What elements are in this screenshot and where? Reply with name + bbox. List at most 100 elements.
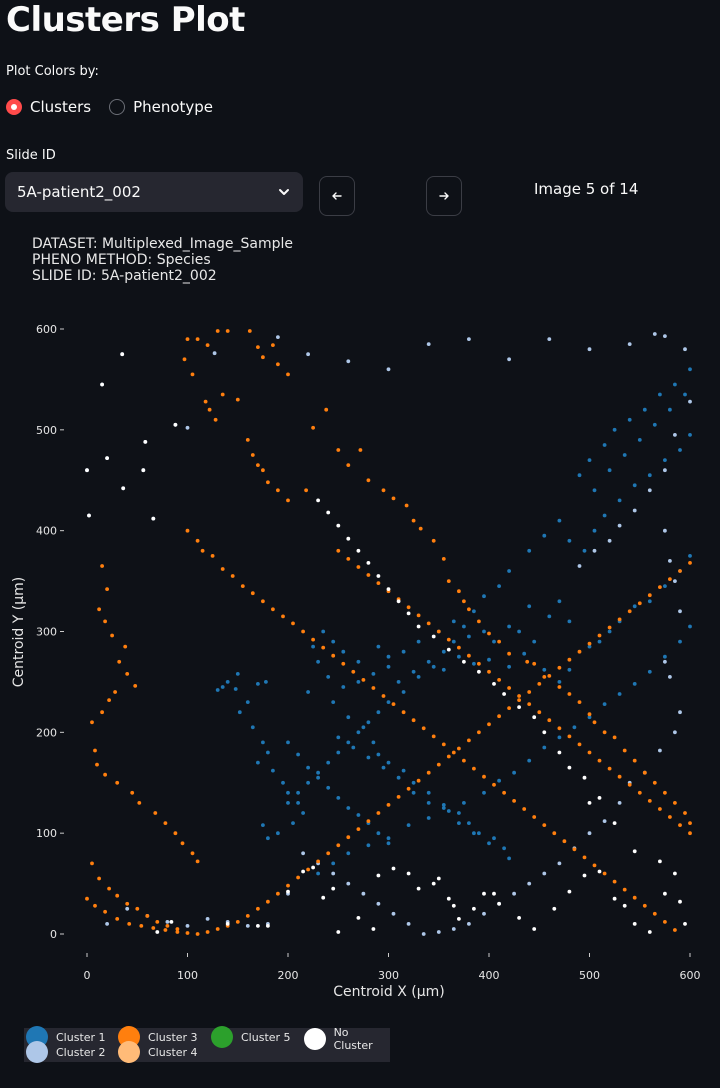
point-cluster-1 (361, 725, 366, 730)
point-cluster-3 (220, 567, 225, 571)
point-cluster-3 (306, 867, 310, 872)
point-cluster-2 (426, 342, 431, 346)
point-cluster-1 (264, 680, 268, 684)
point-cluster-3 (525, 659, 530, 664)
point-cluster-2 (592, 548, 597, 553)
legend-cluster-4[interactable]: Cluster 4 (118, 1041, 198, 1063)
point-cluster-3 (688, 561, 692, 565)
point-cluster-3 (517, 694, 521, 698)
point-cluster-3 (567, 692, 572, 696)
point-no-cluster (100, 382, 104, 387)
point-cluster-3 (532, 661, 537, 666)
point-cluster-3 (137, 801, 142, 805)
point-no-cluster (376, 574, 381, 578)
point-cluster-1 (411, 780, 416, 785)
point-cluster-3 (324, 407, 329, 412)
point-no-cluster (552, 906, 557, 911)
point-cluster-3 (235, 920, 240, 924)
radio-selected-indicator[interactable] (6, 99, 22, 115)
point-cluster-3 (93, 748, 97, 753)
point-cluster-3 (547, 718, 552, 723)
prev-image-button[interactable] (319, 176, 355, 216)
point-cluster-3 (336, 843, 341, 848)
point-cluster-3 (376, 581, 381, 585)
point-cluster-3 (291, 621, 295, 626)
point-cluster-1 (235, 672, 240, 676)
point-cluster-2 (436, 930, 441, 934)
point-cluster-1 (356, 680, 361, 684)
point-cluster-3 (261, 468, 265, 473)
point-cluster-3 (316, 859, 320, 864)
point-cluster-1 (256, 760, 260, 765)
point-cluster-3 (386, 803, 391, 807)
point-cluster-2 (683, 347, 687, 352)
point-no-cluster (336, 930, 341, 934)
point-cluster-3 (245, 438, 250, 442)
radio-clusters[interactable]: Clusters (6, 98, 91, 116)
point-cluster-3 (381, 694, 386, 698)
point-cluster-2 (507, 357, 511, 362)
point-cluster-1 (547, 614, 552, 619)
point-cluster-1 (688, 433, 692, 437)
radio-unselected-indicator[interactable] (109, 99, 126, 115)
point-no-cluster (105, 456, 109, 460)
point-cluster-1 (647, 473, 652, 478)
point-cluster-2 (421, 932, 426, 936)
point-no-cluster (502, 692, 506, 696)
point-cluster-1 (326, 785, 331, 790)
legend-no-cluster[interactable]: No Cluster (304, 1026, 390, 1052)
point-cluster-3 (93, 903, 97, 908)
point-cluster-1 (326, 760, 331, 765)
clusters-scatter-plot[interactable]: 0 100 200 300 400 500 600 0 100 200 300 400 500 600 Ce… (0, 300, 720, 1010)
point-no-cluster (431, 881, 436, 886)
point-cluster-1 (366, 843, 371, 848)
point-cluster-2 (652, 332, 657, 336)
point-cluster-3 (356, 827, 361, 831)
point-cluster-1 (426, 816, 431, 820)
point-cluster-1 (245, 700, 250, 704)
point-cluster-2 (212, 351, 217, 356)
plot-colors-label: Plot Colors by: (6, 64, 99, 79)
point-cluster-1 (291, 821, 295, 825)
point-cluster-3 (477, 661, 481, 666)
point-cluster-3 (311, 637, 315, 642)
point-cluster-3 (597, 633, 602, 638)
point-cluster-1 (446, 809, 451, 813)
point-no-cluster (542, 730, 547, 735)
point-cluster-2 (165, 920, 170, 924)
point-no-cluster (286, 889, 290, 894)
point-cluster-3 (190, 372, 195, 377)
legend-cluster-5[interactable]: Cluster 5 (211, 1026, 291, 1048)
point-cluster-1 (472, 831, 476, 836)
point-cluster-1 (326, 675, 331, 679)
point-cluster-1 (663, 458, 667, 462)
point-cluster-1 (396, 775, 401, 780)
point-cluster-2 (627, 342, 632, 346)
point-cluster-3 (426, 621, 431, 626)
point-cluster-1 (587, 458, 592, 462)
point-cluster-3 (331, 653, 336, 658)
point-cluster-1 (316, 659, 320, 664)
next-image-button[interactable] (426, 176, 462, 216)
point-cluster-3 (97, 876, 101, 881)
point-cluster-3 (220, 392, 225, 397)
point-cluster-3 (673, 928, 677, 932)
point-cluster-3 (311, 425, 315, 430)
legend-cluster-2[interactable]: Cluster 2 (26, 1041, 106, 1063)
point-cluster-3 (173, 831, 178, 836)
point-cluster-3 (165, 924, 170, 928)
point-cluster-3 (296, 875, 300, 880)
point-cluster-3 (155, 920, 160, 924)
point-cluster-1 (647, 599, 652, 604)
point-cluster-2 (346, 359, 351, 364)
point-no-cluster (446, 647, 451, 652)
radio-phenotype[interactable]: Phenotype (109, 98, 213, 116)
point-cluster-2 (542, 871, 547, 876)
point-no-cluster (311, 865, 315, 870)
slide-id-select[interactable]: 5A-patient2_002 (5, 172, 303, 212)
x-tick-label: 100 (177, 969, 198, 982)
point-cluster-3 (256, 345, 260, 349)
point-cluster-3 (85, 896, 89, 901)
point-cluster-3 (663, 920, 667, 924)
point-cluster-3 (271, 343, 275, 347)
